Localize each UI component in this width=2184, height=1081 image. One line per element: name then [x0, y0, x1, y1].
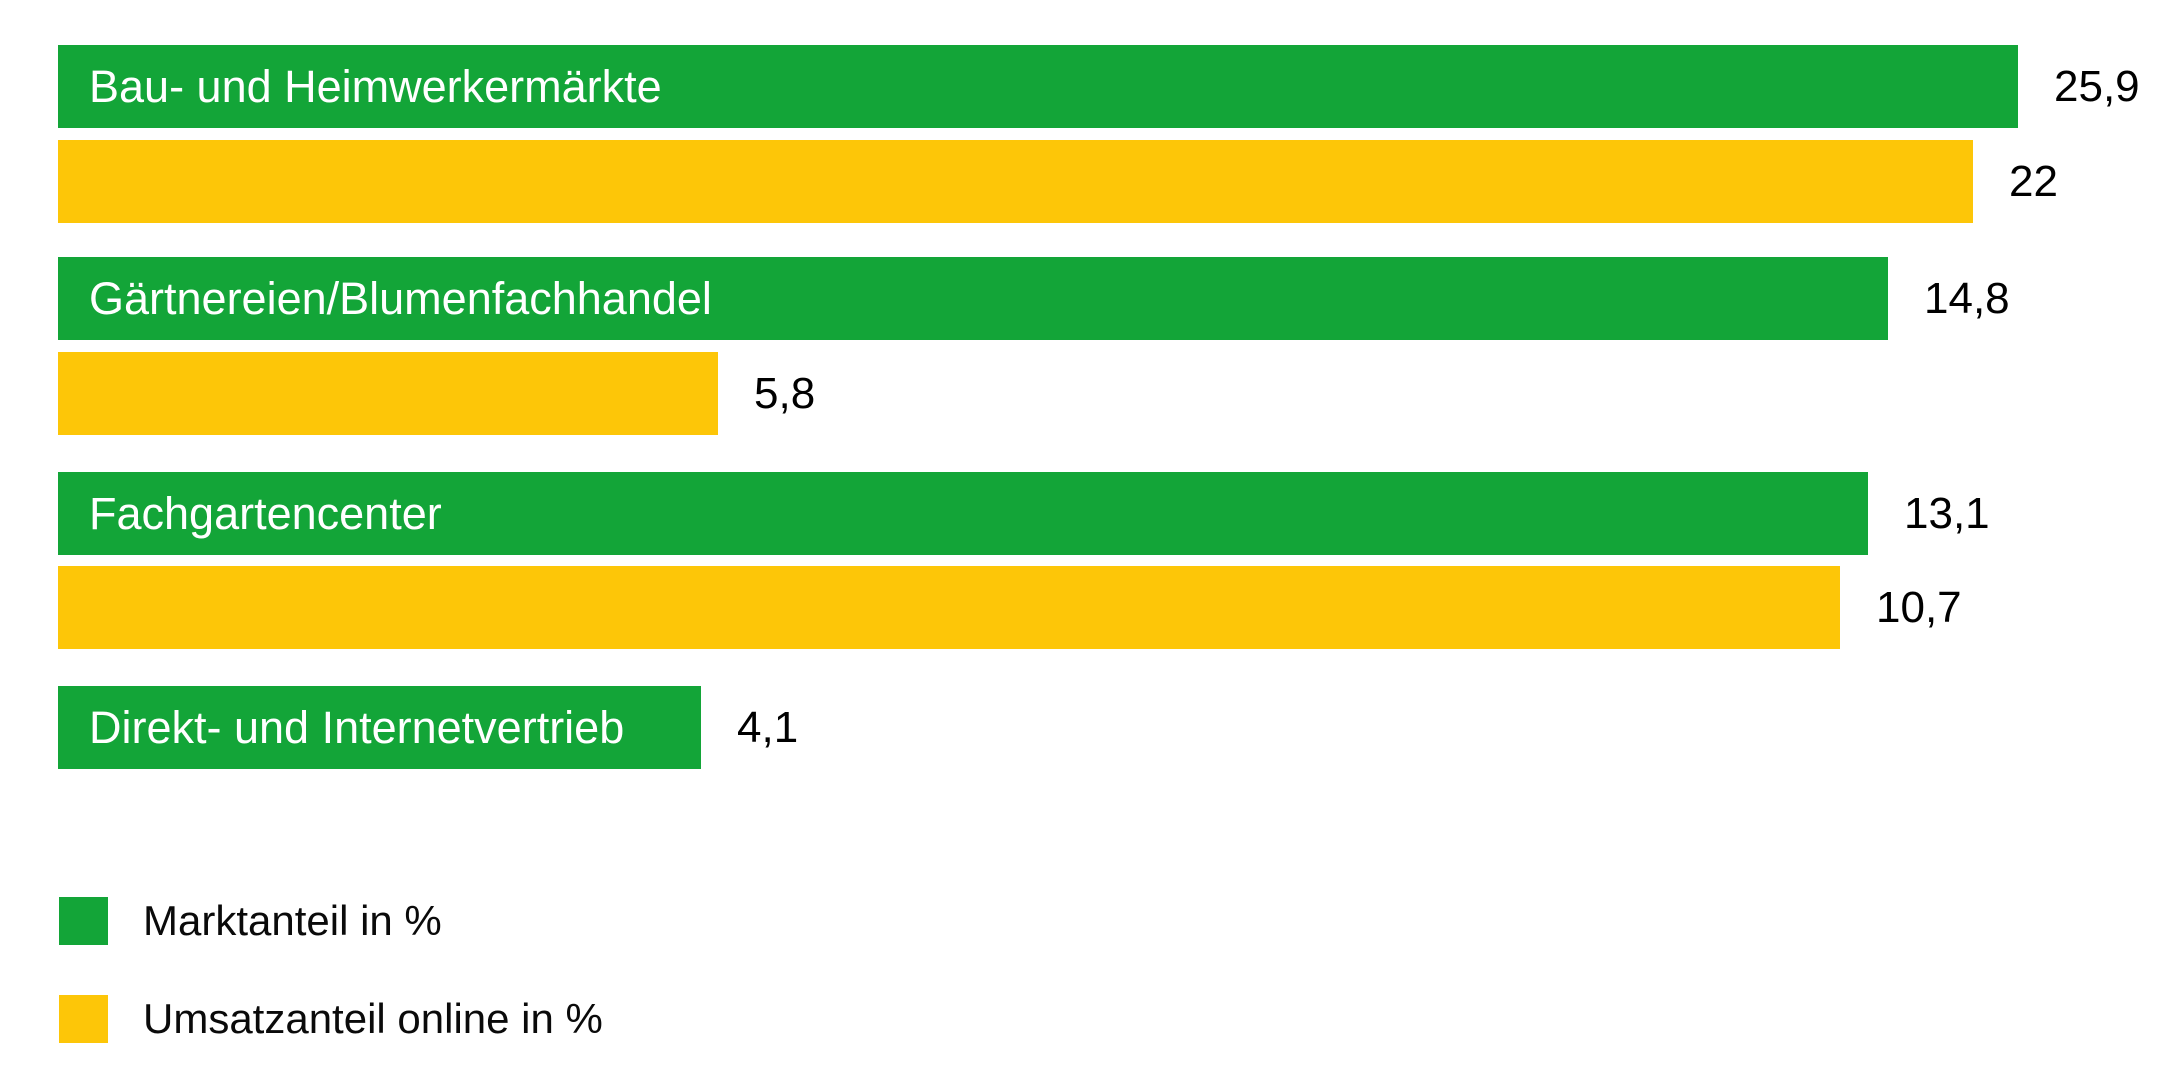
bar-row-bau-marktanteil: Bau- und Heimwerkermärkte 25,9 [58, 45, 2140, 128]
bar-umsatzanteil-online [58, 352, 718, 435]
value-label: 13,1 [1904, 488, 1990, 538]
value-label: 22 [2009, 156, 2058, 206]
bar-row-gaertnereien-marktanteil: Gärtnereien/Blumenfachhandel 14,8 [58, 257, 2010, 340]
value-label: 5,8 [754, 368, 816, 418]
bar-row-fachgartencenter-marktanteil: Fachgartencenter 13,1 [58, 472, 1990, 555]
bar-row-bau-umsatzanteil: 22 [58, 140, 2058, 223]
legend-item-umsatzanteil-online: Umsatzanteil online in % [59, 995, 603, 1043]
bar-umsatzanteil-online [58, 140, 1973, 223]
legend-swatch-green [59, 897, 108, 945]
legend-label-umsatzanteil-online: Umsatzanteil online in % [143, 995, 603, 1042]
category-label: Fachgartencenter [89, 487, 442, 539]
category-label: Bau- und Heimwerkermärkte [89, 60, 662, 112]
legend-item-marktanteil: Marktanteil in % [59, 897, 603, 945]
legend: Marktanteil in % Umsatzanteil online in … [59, 897, 603, 1043]
bar-row-fachgartencenter-umsatzanteil: 10,7 [58, 566, 1962, 649]
bar-row-gaertnereien-umsatzanteil: 5,8 [58, 352, 815, 435]
category-label: Direkt- und Internetvertrieb [89, 701, 625, 753]
bar-marktanteil: Direkt- und Internetvertrieb [58, 686, 701, 769]
value-label: 25,9 [2054, 61, 2140, 111]
value-label: 14,8 [1924, 273, 2010, 323]
bar-row-direktvertrieb-marktanteil: Direkt- und Internetvertrieb 4,1 [58, 686, 798, 769]
bar-marktanteil: Bau- und Heimwerkermärkte [58, 45, 2018, 128]
value-label: 4,1 [737, 702, 799, 752]
bar-marktanteil: Gärtnereien/Blumenfachhandel [58, 257, 1888, 340]
legend-label-marktanteil: Marktanteil in % [143, 897, 442, 944]
category-label: Gärtnereien/Blumenfachhandel [89, 272, 712, 324]
bar-marktanteil: Fachgartencenter [58, 472, 1868, 555]
legend-swatch-yellow [59, 995, 108, 1043]
value-label: 10,7 [1876, 582, 1962, 632]
bar-umsatzanteil-online [58, 566, 1840, 649]
